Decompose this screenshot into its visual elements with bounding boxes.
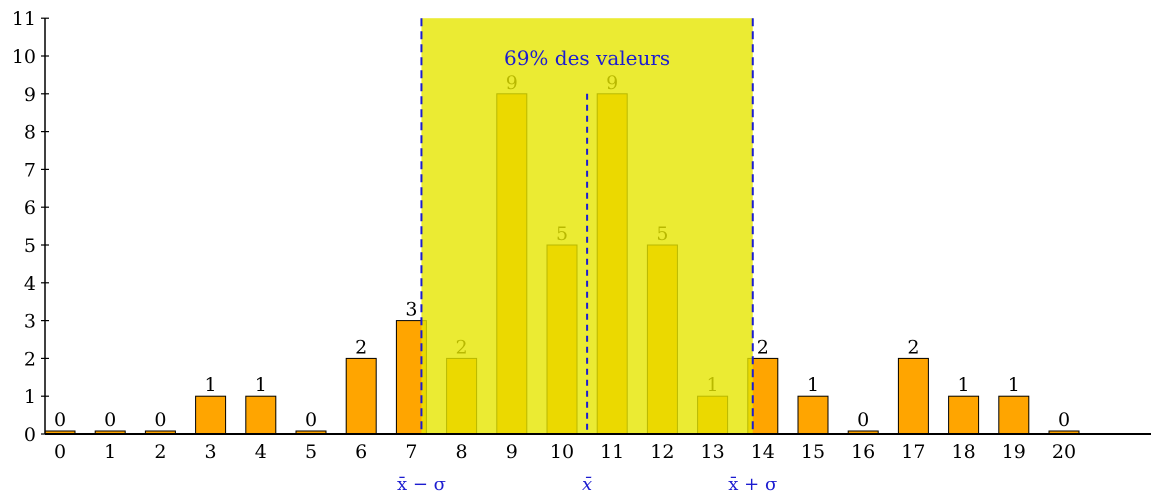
y-tick-label-4: 4: [24, 273, 36, 295]
y-tick-label-8: 8: [24, 122, 36, 144]
bar-value-label-3: 1: [205, 374, 217, 396]
bar-4: [245, 395, 277, 435]
x-tick-label-3: 3: [205, 441, 217, 463]
lower-sigma-label: x̄ − σ: [397, 474, 446, 495]
y-tick-label-10: 10: [12, 46, 36, 68]
bar-value-label-1: 0: [104, 409, 116, 431]
bar-value-label-18: 1: [958, 374, 970, 396]
x-tick-label-13: 13: [701, 441, 725, 463]
x-tick-label-5: 5: [305, 441, 317, 463]
x-ticks: 0 1 2 3 4 5 6 7 8 9 10 11 12 13 14 15 16 17 18 19 20: [54, 441, 1076, 463]
bar-value-label-19: 1: [1008, 374, 1020, 396]
bar-value-label-7: 3: [405, 299, 417, 321]
x-tick-label-12: 12: [650, 441, 674, 463]
bar-value-label-14: 2: [757, 336, 769, 358]
bar-3: [195, 395, 227, 435]
y-tick-label-3: 3: [24, 311, 36, 333]
band-label: 69% des valeurs: [504, 46, 670, 70]
bar-17: [897, 357, 929, 435]
bar-value-label-0: 0: [54, 409, 66, 431]
x-tick-label-16: 16: [851, 441, 875, 463]
bar-15: [797, 395, 829, 435]
x-tick-label-17: 17: [901, 441, 925, 463]
x-tick-label-11: 11: [600, 441, 624, 463]
y-tick-label-0: 0: [24, 424, 36, 446]
x-tick-label-14: 14: [751, 441, 775, 463]
bar-value-label-16: 0: [857, 409, 869, 431]
x-tick-label-19: 19: [1002, 441, 1026, 463]
x-tick-label-15: 15: [801, 441, 825, 463]
bar-value-label-15: 1: [807, 374, 819, 396]
x-tick-label-10: 10: [550, 441, 574, 463]
x-tick-label-0: 0: [54, 441, 66, 463]
bar-value-label-5: 0: [305, 409, 317, 431]
bar-value-label-6: 2: [355, 336, 367, 358]
y-tick-label-9: 9: [24, 84, 36, 106]
x-tick-label-8: 8: [456, 441, 468, 463]
x-tick-label-1: 1: [104, 441, 116, 463]
x-tick-label-7: 7: [405, 441, 417, 463]
y-tick-label-2: 2: [24, 348, 36, 370]
y-tick-label-7: 7: [24, 159, 36, 181]
x-tick-label-2: 2: [154, 441, 166, 463]
y-ticks: 0 1 2 3 4 5 6 7 8 9 10 11: [12, 8, 49, 446]
x-tick-label-20: 20: [1052, 441, 1076, 463]
y-tick-label-11: 11: [12, 8, 36, 30]
y-tick-label-1: 1: [24, 386, 36, 408]
axes: [44, 18, 1151, 435]
bar-value-label-17: 2: [907, 336, 919, 358]
x-tick-label-6: 6: [355, 441, 367, 463]
bar-19: [998, 395, 1030, 435]
upper-sigma-label: x̄ + σ: [728, 474, 777, 495]
x-tick-label-4: 4: [255, 441, 267, 463]
bar-18: [948, 395, 980, 435]
x-tick-label-18: 18: [952, 441, 976, 463]
bar-6: [345, 357, 377, 435]
x-tick-label-9: 9: [506, 441, 518, 463]
y-tick-label-5: 5: [24, 235, 36, 257]
mean-label: x̄: [582, 474, 592, 495]
bar-value-label-20: 0: [1058, 409, 1070, 431]
bar-value-label-2: 0: [154, 409, 166, 431]
bar-value-label-4: 1: [255, 374, 267, 396]
y-tick-label-6: 6: [24, 197, 36, 219]
